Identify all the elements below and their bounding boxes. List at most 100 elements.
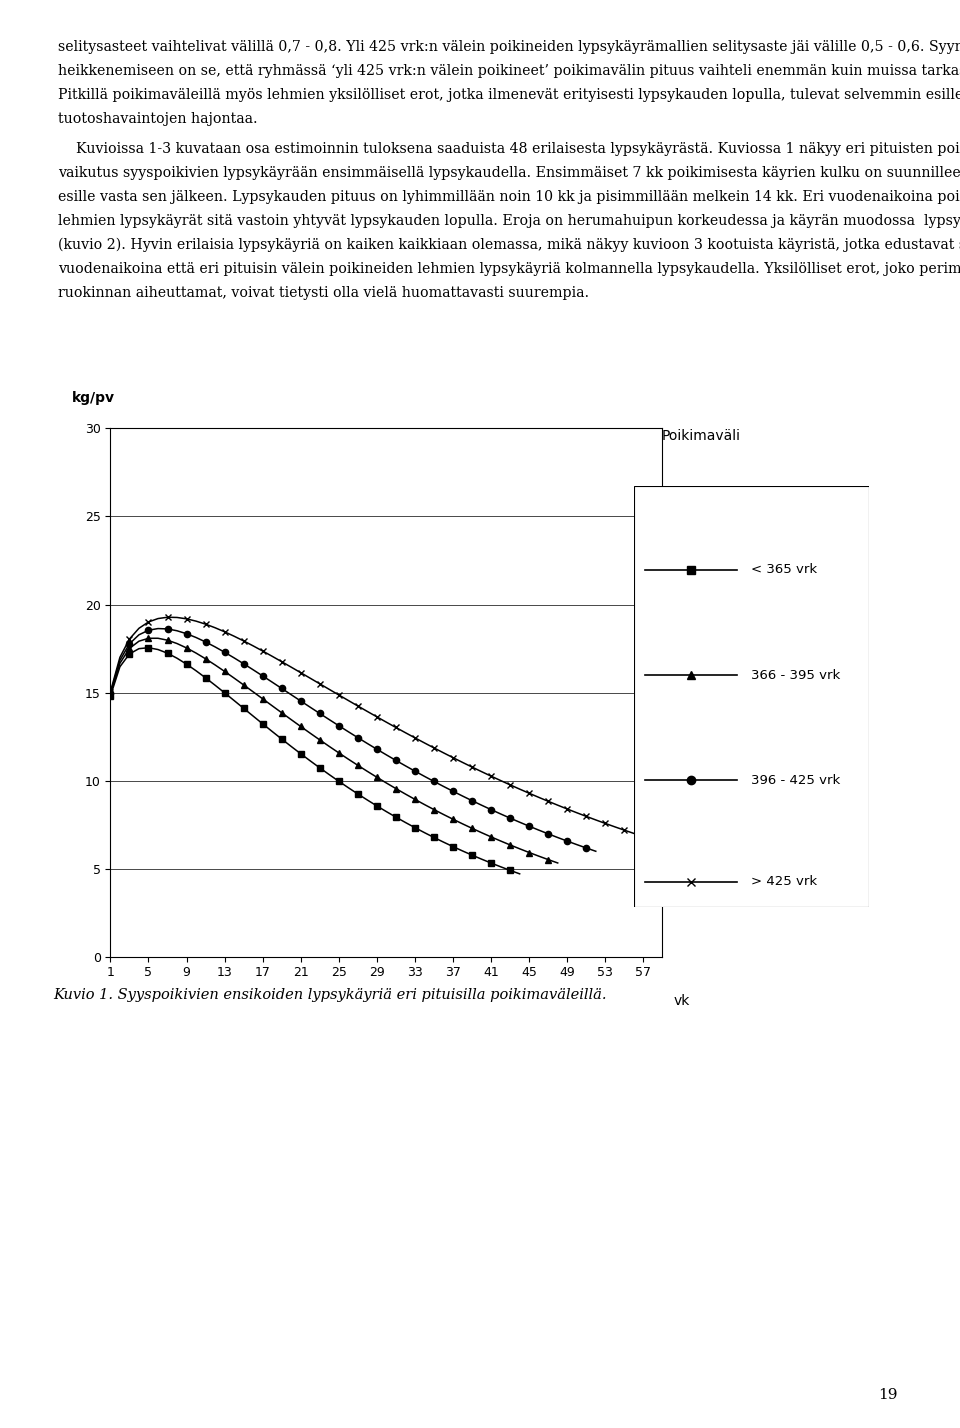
366 - 395 vrk [372, 768, 383, 785]
< 365 vrk [257, 715, 269, 733]
> 425 vrk [637, 828, 649, 845]
< 365 vrk [419, 824, 430, 841]
< 365 vrk [409, 820, 420, 837]
366 - 395 vrk [523, 844, 535, 861]
396 - 425 vrk [590, 843, 602, 860]
< 365 vrk [343, 780, 354, 797]
> 425 vrk [133, 620, 145, 637]
366 - 395 vrk [552, 854, 564, 871]
366 - 395 vrk [514, 840, 525, 857]
< 365 vrk [476, 851, 488, 868]
366 - 395 vrk [486, 828, 497, 845]
< 365 vrk [267, 723, 278, 740]
Text: tuotoshavaintojen hajontaa.: tuotoshavaintojen hajontaa. [58, 111, 257, 126]
Text: selitysasteet vaihtelivat välillä 0,7 - 0,8. Yli 425 vrk:n välein poikineiden ly: selitysasteet vaihtelivat välillä 0,7 - … [58, 40, 960, 54]
< 365 vrk [248, 707, 259, 724]
Text: (kuvio 2). Hyvin erilaisia lypsykäyriä on kaiken kaikkiaan olemassa, mikä näkyy : (kuvio 2). Hyvin erilaisia lypsykäyriä o… [58, 237, 960, 251]
Line: 396 - 425 vrk: 396 - 425 vrk [108, 625, 599, 854]
Text: Kuvio 1. Syyspoikivien ensikoiden lypsykäyriä eri pituisilla poikimaväleillä.: Kuvio 1. Syyspoikivien ensikoiden lypsyk… [53, 988, 607, 1002]
< 365 vrk [324, 765, 335, 783]
< 365 vrk [486, 854, 497, 871]
366 - 395 vrk [457, 815, 468, 833]
366 - 395 vrk [161, 631, 173, 648]
366 - 395 vrk [219, 663, 230, 680]
< 365 vrk [180, 655, 192, 673]
< 365 vrk [124, 645, 135, 663]
396 - 425 vrk [153, 620, 164, 637]
366 - 395 vrk [467, 820, 478, 837]
< 365 vrk [428, 828, 440, 845]
< 365 vrk [295, 745, 306, 763]
366 - 395 vrk [238, 677, 250, 694]
366 - 395 vrk [228, 670, 240, 687]
366 - 395 vrk [419, 795, 430, 813]
396 - 425 vrk [343, 723, 354, 740]
< 365 vrk [285, 738, 297, 755]
Text: > 425 vrk: > 425 vrk [752, 875, 817, 888]
366 - 395 vrk [257, 690, 269, 707]
< 365 vrk [171, 650, 182, 667]
396 - 425 vrk [562, 833, 573, 850]
Text: < 365 vrk: < 365 vrk [752, 563, 817, 577]
> 425 vrk [105, 683, 116, 700]
< 365 vrk [399, 814, 411, 831]
Text: 366 - 395 vrk: 366 - 395 vrk [752, 668, 840, 681]
396 - 425 vrk [105, 684, 116, 701]
366 - 395 vrk [105, 685, 116, 703]
366 - 395 vrk [171, 635, 182, 653]
366 - 395 vrk [380, 774, 392, 791]
Text: lehmien lypsykäyrät sitä vastoin yhtyvät lypsykauden lopulla. Eroja on herumahui: lehmien lypsykäyrät sitä vastoin yhtyvät… [58, 214, 960, 227]
366 - 395 vrk [533, 848, 544, 865]
Line: 366 - 395 vrk: 366 - 395 vrk [108, 635, 561, 867]
Text: vaikutus syyspoikivien lypsykäyrään ensimmäisellä lypsykaudella. Ensimmäiset 7 k: vaikutus syyspoikivien lypsykäyrään ensi… [58, 166, 960, 180]
366 - 395 vrk [209, 657, 221, 674]
Text: 396 - 425 vrk: 396 - 425 vrk [752, 774, 840, 787]
> 425 vrk [486, 768, 497, 785]
< 365 vrk [494, 858, 506, 875]
Line: > 425 vrk: > 425 vrk [108, 614, 646, 840]
< 365 vrk [161, 644, 173, 661]
> 425 vrk [343, 693, 354, 710]
366 - 395 vrk [190, 644, 202, 661]
366 - 395 vrk [409, 791, 420, 808]
< 365 vrk [209, 677, 221, 694]
Text: esille vasta sen jälkeen. Lypsykauden pituus on lyhimmillään noin 10 kk ja pisim: esille vasta sen jälkeen. Lypsykauden pi… [58, 190, 960, 204]
366 - 395 vrk [542, 851, 554, 868]
366 - 395 vrk [324, 738, 335, 755]
< 365 vrk [372, 797, 383, 814]
366 - 395 vrk [428, 801, 440, 818]
366 - 395 vrk [114, 654, 126, 671]
< 365 vrk [362, 791, 373, 808]
< 365 vrk [133, 640, 145, 657]
366 - 395 vrk [200, 650, 211, 667]
< 365 vrk [390, 808, 401, 825]
366 - 395 vrk [504, 837, 516, 854]
> 425 vrk [476, 763, 488, 780]
< 365 vrk [314, 760, 325, 777]
< 365 vrk [333, 773, 345, 790]
366 - 395 vrk [153, 630, 164, 647]
366 - 395 vrk [438, 805, 449, 823]
< 365 vrk [190, 663, 202, 680]
366 - 395 vrk [343, 751, 354, 768]
< 365 vrk [228, 693, 240, 710]
366 - 395 vrk [276, 704, 287, 721]
Line: < 365 vrk: < 365 vrk [108, 644, 523, 877]
396 - 425 vrk [285, 687, 297, 704]
396 - 425 vrk [428, 773, 440, 790]
< 365 vrk [504, 863, 516, 880]
< 365 vrk [447, 838, 459, 855]
366 - 395 vrk [447, 811, 459, 828]
Text: Kuvioissa 1-3 kuvataan osa estimoinnin tuloksena saaduista 48 erilaisesta lypsyk: Kuvioissa 1-3 kuvataan osa estimoinnin t… [58, 141, 960, 156]
Text: vk: vk [673, 994, 690, 1008]
366 - 395 vrk [494, 833, 506, 850]
366 - 395 vrk [124, 640, 135, 657]
< 365 vrk [514, 865, 525, 883]
366 - 395 vrk [399, 785, 411, 803]
366 - 395 vrk [295, 718, 306, 735]
< 365 vrk [105, 687, 116, 704]
> 425 vrk [124, 631, 135, 648]
< 365 vrk [219, 684, 230, 701]
366 - 395 vrk [362, 763, 373, 780]
Text: vuodenaikoina että eri pituisin välein poikineiden lehmien lypsykäyriä kolmannel: vuodenaikoina että eri pituisin välein p… [58, 261, 960, 276]
